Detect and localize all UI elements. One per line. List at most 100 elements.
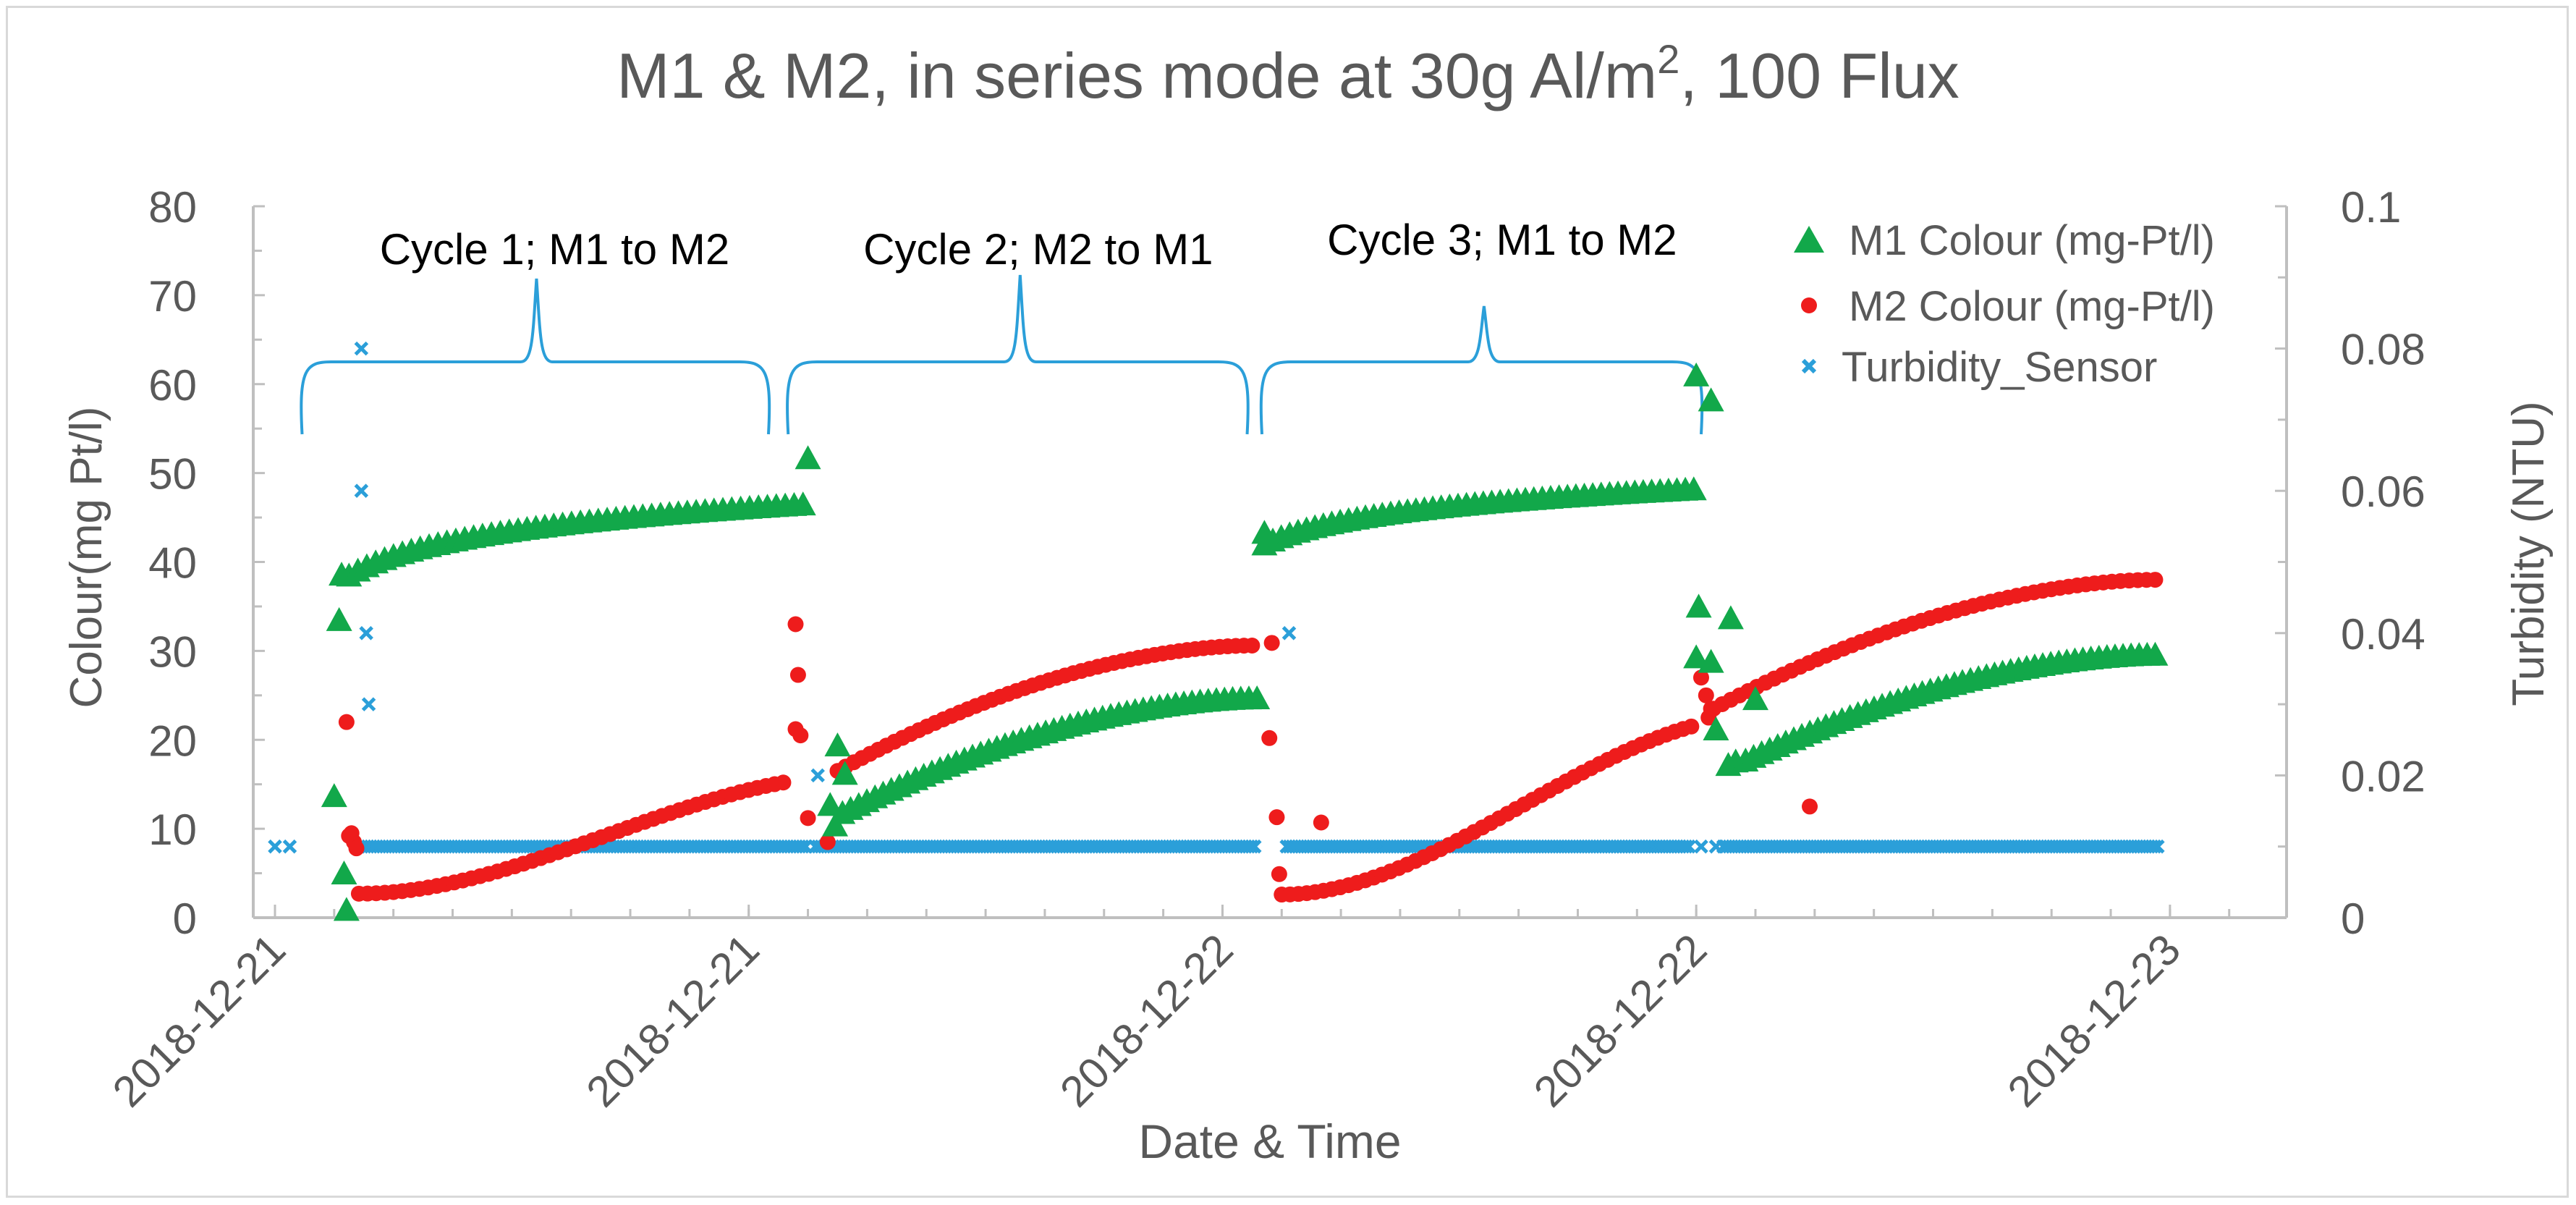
x-axis-ticks: 2018-12-21 2018-12-21 2018-12-22 2018-12-22… xyxy=(103,905,2231,1116)
x-tick-label: 2018-12-22 xyxy=(1525,925,1716,1116)
m1-point xyxy=(795,445,821,470)
y-right-tick-label: 0.02 xyxy=(2341,752,2425,800)
m1-point xyxy=(1685,593,1712,618)
y-axis-right-label: Turbidity (NTU) xyxy=(2504,401,2554,706)
y-right-tick-label: 0.1 xyxy=(2341,183,2401,232)
m1-point xyxy=(1680,476,1707,501)
series-m1-colour xyxy=(321,362,2169,921)
legend-item-m1: M1 Colour (mg-Pt/l) xyxy=(1794,217,2215,264)
cycle-label: Cycle 1; M1 to M2 xyxy=(380,225,730,274)
turbidity-point xyxy=(2151,839,2165,854)
m2-point xyxy=(1244,638,1261,654)
m2-point xyxy=(1802,798,1818,815)
m2-point xyxy=(1698,687,1714,703)
m2-point xyxy=(819,834,836,850)
turbidity-point xyxy=(282,839,297,854)
m1-point xyxy=(321,783,347,808)
m2-point xyxy=(338,714,355,730)
turbidity-point xyxy=(810,768,825,783)
turbidity-point xyxy=(2148,839,2162,854)
m2-point xyxy=(792,727,809,744)
m1-point xyxy=(831,761,858,785)
m2-point xyxy=(1313,814,1329,831)
m1-point xyxy=(326,606,352,631)
x-tick-label: 2018-12-21 xyxy=(577,925,768,1116)
m1-point xyxy=(822,812,849,837)
m2-point xyxy=(775,774,792,791)
turbidity-point xyxy=(1281,626,1297,640)
turbidity-point xyxy=(1679,839,1693,854)
cycle-brace xyxy=(300,278,771,435)
m2-point xyxy=(1268,809,1285,826)
y-left-tick-label: 60 xyxy=(148,361,197,410)
m1-point xyxy=(1683,644,1710,669)
legend-marker-x xyxy=(1801,358,1817,374)
m1-point xyxy=(331,861,357,885)
series-m2-colour xyxy=(338,572,2164,903)
legend-marker-triangle xyxy=(1794,226,1824,253)
chart-title-superscript: 2 xyxy=(1657,36,1679,82)
turbidity-point xyxy=(1694,839,1708,854)
turbidity-point xyxy=(354,341,369,356)
chart-title-suffix: , 100 Flux xyxy=(1679,40,1959,111)
cycle-label: Cycle 3; M1 to M2 xyxy=(1327,216,1677,264)
x-tick-label: 2018-12-22 xyxy=(1051,925,1242,1116)
y-right-tick-label: 0.04 xyxy=(2341,610,2425,659)
legend-label-turbidity: Turbidity_Sensor xyxy=(1842,344,2157,391)
y-left-tick-label: 50 xyxy=(148,450,197,499)
turbidity-point xyxy=(354,483,369,498)
turbidity-point xyxy=(795,839,810,854)
m2-point xyxy=(2147,572,2164,588)
legend-marker-circle xyxy=(1801,297,1817,313)
m1-point xyxy=(2142,641,2169,666)
legend-item-m2: M2 Colour (mg-Pt/l) xyxy=(1801,283,2215,330)
legend-item-turbidity: Turbidity_Sensor xyxy=(1801,344,2157,391)
m1-point xyxy=(1742,686,1768,711)
y-left-tick-label: 10 xyxy=(148,806,197,854)
m2-point xyxy=(1692,669,1709,686)
y-right-tick-label: 0.06 xyxy=(2341,468,2425,516)
chart-title: M1 & M2, in series mode at 30g Al/m2, 10… xyxy=(617,36,1959,111)
m2-point xyxy=(1683,718,1700,735)
turbidity-point xyxy=(359,626,373,640)
legend: M1 Colour (mg-Pt/l) M2 Colour (mg-Pt/l) … xyxy=(1794,217,2215,391)
chart-frame xyxy=(6,6,2569,1198)
x-tick-label: 2018-12-23 xyxy=(1999,925,2190,1116)
y-left-tick-label: 40 xyxy=(148,539,197,588)
m1-point xyxy=(824,732,851,757)
m1-point xyxy=(1244,685,1271,709)
m2-point xyxy=(348,840,365,857)
m2-point xyxy=(1263,635,1280,651)
m2-point xyxy=(800,810,816,826)
m1-point xyxy=(1683,362,1710,386)
m1-point xyxy=(1717,605,1744,630)
cycle-brace xyxy=(786,274,1250,435)
turbidity-point xyxy=(1247,839,1262,854)
y-axis-left-label: Colour(mg Pt/l) xyxy=(62,407,111,709)
y-left-tick-label: 20 xyxy=(148,716,197,765)
legend-label-m1: M1 Colour (mg-Pt/l) xyxy=(1849,217,2215,264)
y-left-tick-label: 0 xyxy=(173,895,197,943)
turbidity-point xyxy=(361,697,376,711)
y-right-tick-label: 0 xyxy=(2341,895,2365,943)
m2-point xyxy=(787,616,804,633)
y-axis-right-ticks: 0 0.02 0.04 0.06 0.08 0.1 xyxy=(2275,183,2425,943)
cycle-label: Cycle 2; M2 to M1 xyxy=(863,225,1213,274)
m1-point xyxy=(1703,716,1729,740)
m1-point xyxy=(817,792,844,816)
m1-point xyxy=(333,897,360,921)
y-left-tick-label: 80 xyxy=(148,183,197,232)
m1-point xyxy=(789,491,816,516)
x-tick-label: 2018-12-21 xyxy=(103,925,295,1116)
turbidity-point xyxy=(268,839,282,854)
cycle-brace xyxy=(1259,305,1704,435)
y-right-tick-label: 0.08 xyxy=(2341,326,2425,374)
legend-label-m2: M2 Colour (mg-Pt/l) xyxy=(1849,283,2215,330)
turbidity-point xyxy=(1682,839,1696,854)
y-left-tick-label: 30 xyxy=(148,627,197,676)
turbidity-point xyxy=(1244,839,1259,854)
y-axis-left-ticks: 0 10 20 30 40 50 60 70 80 xyxy=(148,183,265,943)
cycle-annotations: Cycle 1; M1 to M2 Cycle 2; M2 to M1 Cycle … xyxy=(300,216,1704,435)
m1-point xyxy=(1698,648,1724,673)
